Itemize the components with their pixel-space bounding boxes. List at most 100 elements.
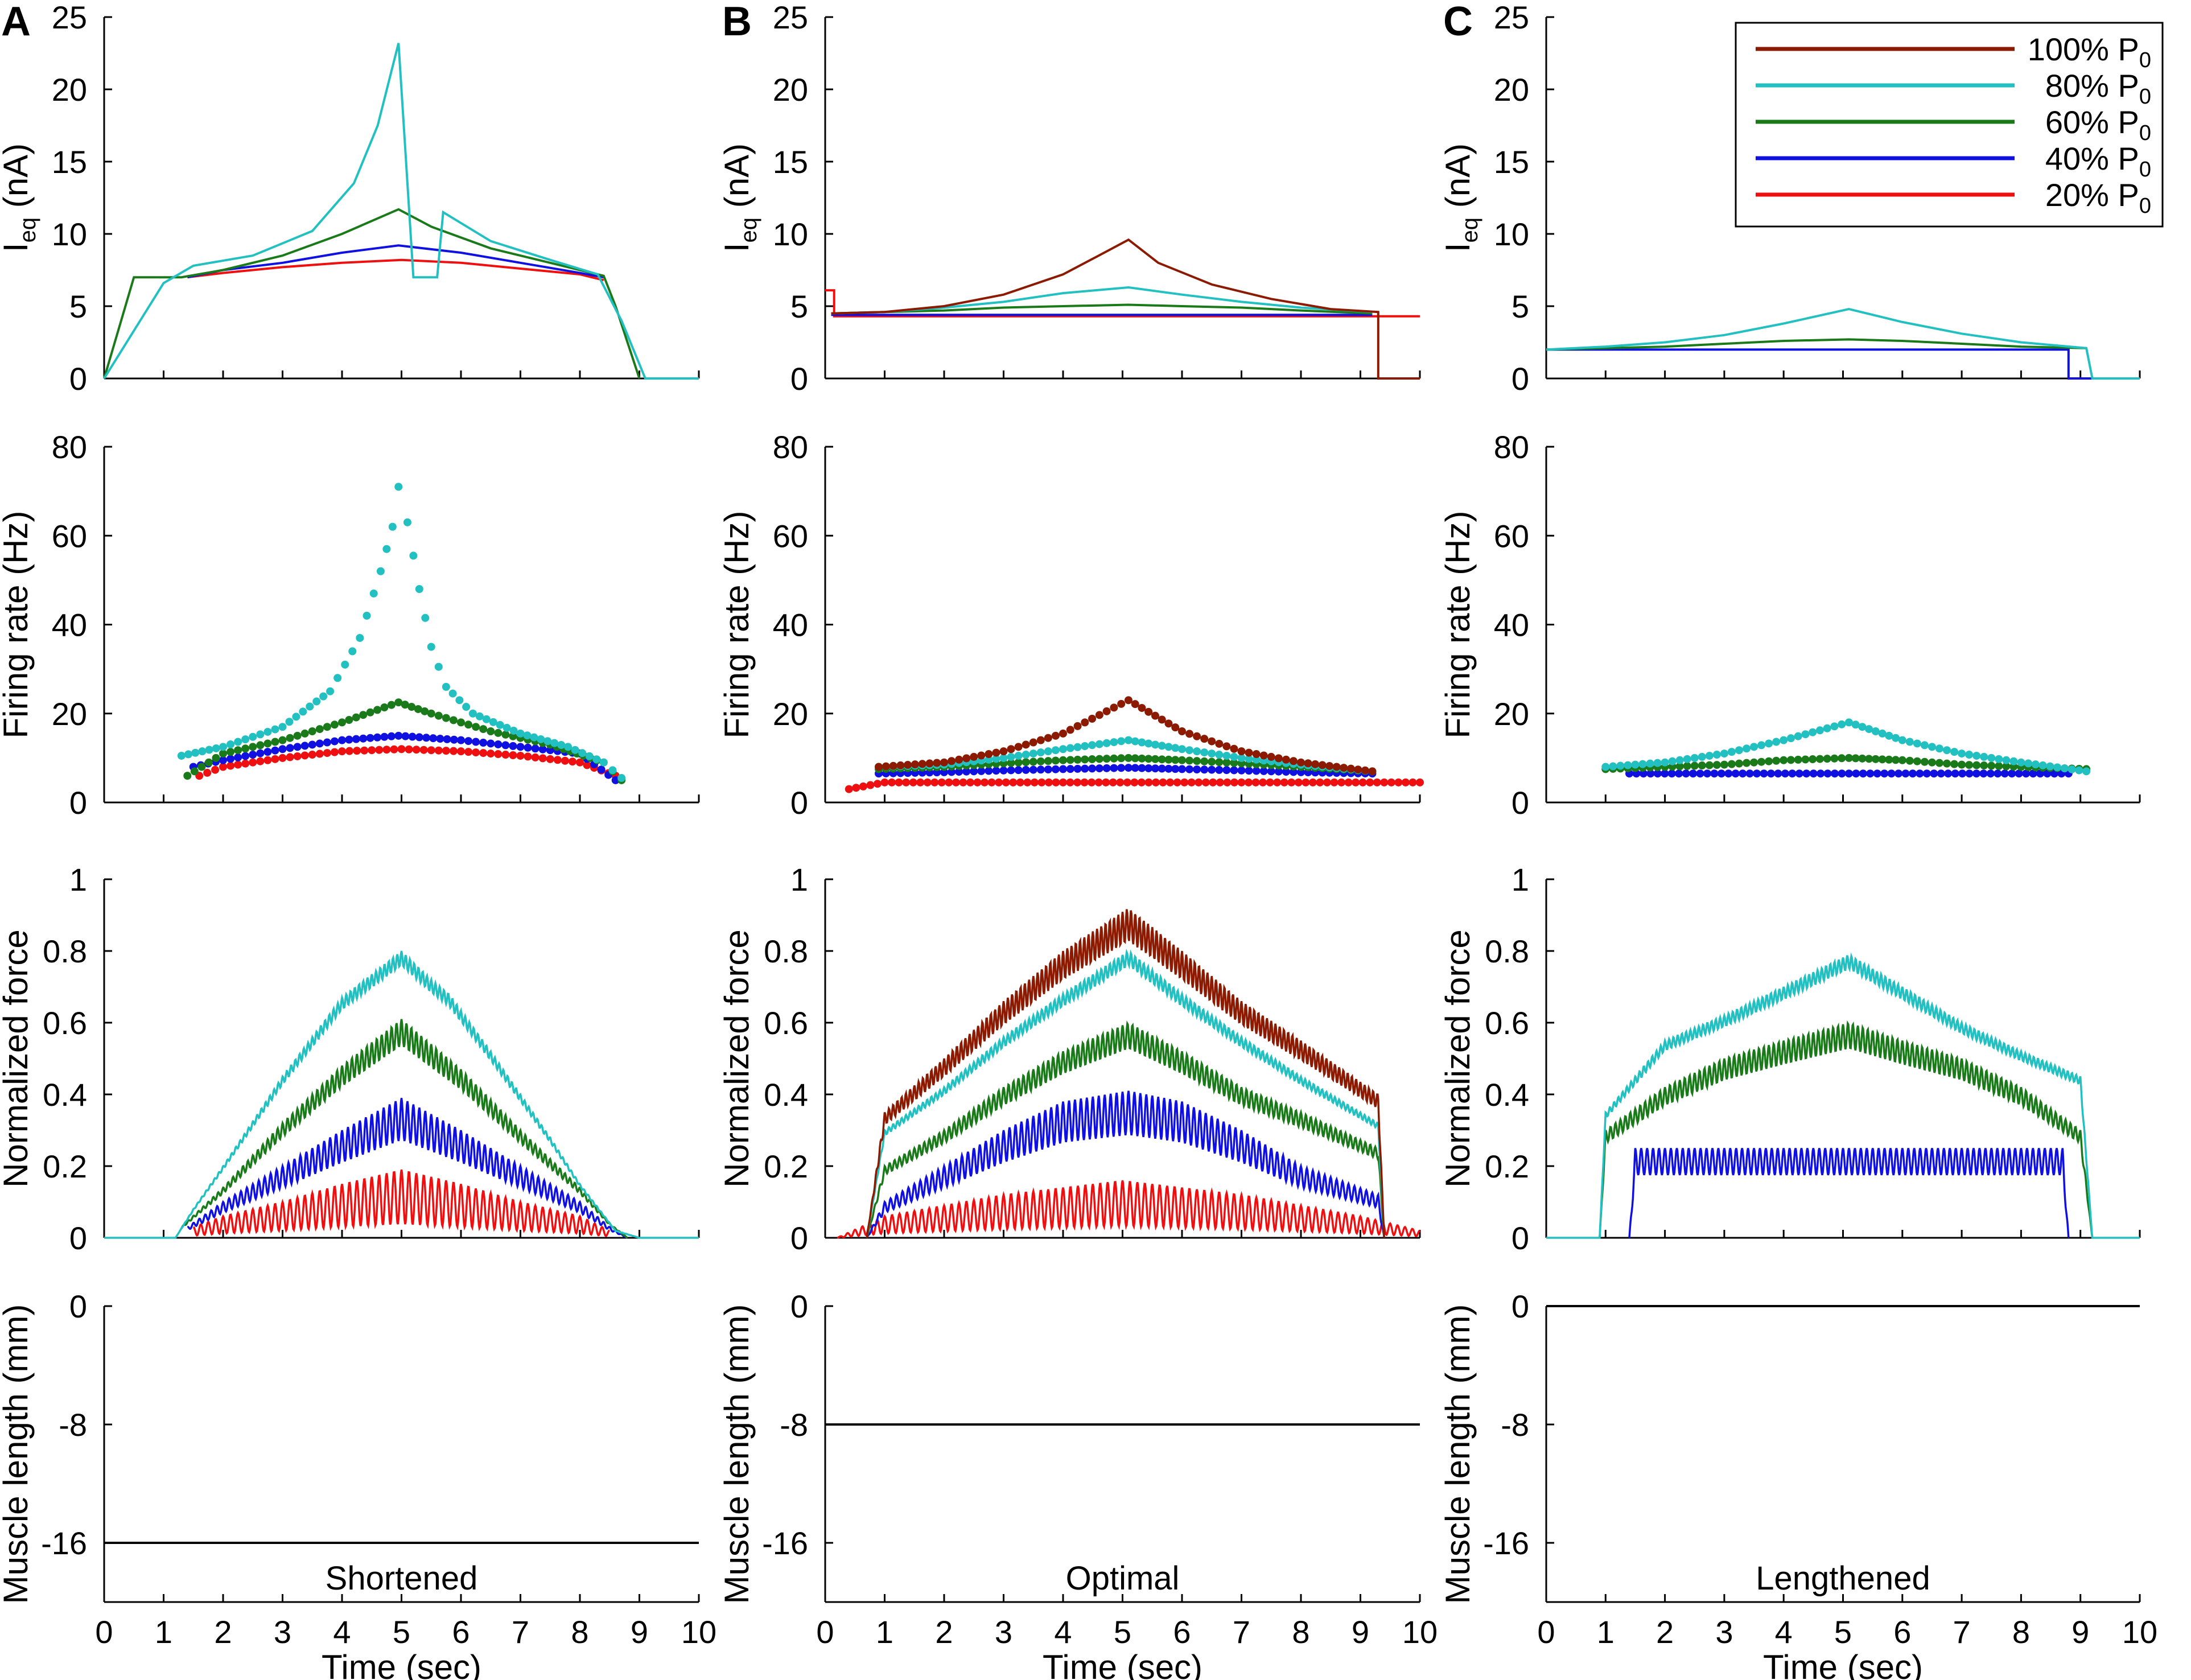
point bbox=[531, 744, 539, 753]
point bbox=[1164, 755, 1173, 764]
point bbox=[427, 643, 435, 651]
point bbox=[1215, 765, 1224, 774]
y-axis-label: Muscle length (mm) bbox=[1439, 1304, 1477, 1604]
point bbox=[509, 742, 517, 750]
point bbox=[382, 746, 391, 754]
point bbox=[962, 754, 971, 763]
series-p80 bbox=[1546, 308, 2140, 380]
series-p40 bbox=[866, 1090, 1386, 1238]
point bbox=[422, 734, 431, 742]
y-tick-label: 0.4 bbox=[43, 1077, 87, 1113]
y-tick-label: 15 bbox=[773, 144, 808, 180]
point bbox=[1095, 711, 1103, 719]
point bbox=[1036, 748, 1045, 757]
point bbox=[315, 725, 324, 734]
point bbox=[1943, 746, 1951, 755]
point bbox=[1066, 765, 1074, 773]
x-tick-label: 5 bbox=[1114, 1614, 1131, 1650]
point bbox=[1646, 759, 1654, 768]
point bbox=[1014, 751, 1023, 760]
series-p40 bbox=[1546, 348, 2093, 380]
point bbox=[888, 778, 896, 787]
point bbox=[1282, 768, 1290, 776]
point bbox=[1871, 727, 1880, 735]
point bbox=[2002, 762, 2011, 771]
y-tick-label: 0 bbox=[1512, 361, 1529, 397]
point bbox=[415, 585, 423, 593]
point bbox=[1928, 758, 1936, 767]
point bbox=[487, 739, 495, 748]
point bbox=[599, 758, 608, 767]
point bbox=[933, 759, 941, 767]
point bbox=[348, 647, 357, 656]
x-tick-label: 2 bbox=[1656, 1614, 1674, 1650]
point bbox=[479, 739, 488, 747]
point bbox=[2000, 769, 2009, 778]
point bbox=[1905, 756, 1914, 765]
point bbox=[464, 720, 473, 729]
point bbox=[177, 751, 186, 760]
point bbox=[1171, 765, 1180, 773]
point bbox=[368, 746, 376, 755]
point bbox=[234, 753, 242, 761]
point bbox=[1007, 752, 1015, 761]
point bbox=[608, 766, 617, 775]
point bbox=[1110, 764, 1118, 772]
point bbox=[571, 746, 579, 754]
point bbox=[1152, 778, 1160, 787]
y-axis-label: Muscle length (mm) bbox=[0, 1304, 35, 1604]
point bbox=[1851, 720, 1860, 729]
point bbox=[356, 633, 364, 642]
point bbox=[1030, 778, 1039, 787]
series-p60 bbox=[103, 208, 641, 379]
point bbox=[524, 752, 532, 761]
series-p20 bbox=[837, 1180, 1420, 1239]
point bbox=[1675, 769, 1683, 778]
point bbox=[516, 743, 525, 751]
point bbox=[394, 731, 403, 740]
point bbox=[1002, 778, 1010, 787]
point bbox=[360, 746, 369, 755]
point bbox=[546, 746, 554, 755]
point bbox=[442, 714, 450, 722]
x-tick-label: 4 bbox=[333, 1614, 351, 1650]
point bbox=[1965, 761, 1974, 769]
point bbox=[326, 687, 335, 695]
plot-fr-col-1: 0 20 40 60 80 Firing rate (Hz) bbox=[718, 429, 1424, 821]
point bbox=[338, 747, 346, 756]
point bbox=[852, 784, 860, 792]
y-tick-label: 0.2 bbox=[764, 1148, 808, 1184]
point bbox=[1171, 723, 1180, 732]
y-axis-label: Ieq (nA) bbox=[1439, 143, 1482, 252]
point bbox=[363, 611, 371, 620]
point bbox=[1408, 778, 1417, 787]
point bbox=[1724, 769, 1733, 778]
point bbox=[184, 750, 193, 759]
point bbox=[1173, 778, 1181, 787]
point bbox=[1007, 759, 1015, 767]
point bbox=[293, 731, 302, 740]
y-tick-label: 10 bbox=[52, 216, 87, 252]
condition-label: Lengthened bbox=[1756, 1560, 1930, 1597]
x-tick-label: 6 bbox=[452, 1614, 470, 1650]
point bbox=[530, 733, 538, 742]
point bbox=[1252, 750, 1261, 759]
point bbox=[873, 780, 882, 788]
point bbox=[472, 738, 480, 746]
point bbox=[1920, 741, 1929, 750]
point bbox=[1297, 758, 1305, 767]
point bbox=[226, 761, 235, 770]
point bbox=[509, 726, 518, 735]
y-tick-label: 20 bbox=[1494, 72, 1529, 108]
point bbox=[1844, 769, 1853, 778]
point bbox=[557, 740, 566, 749]
plot-force-col-0: 0 0.2 0.4 0.6 0.8 1 Normalized force bbox=[0, 862, 700, 1256]
y-tick-label: 40 bbox=[52, 607, 87, 643]
point bbox=[457, 736, 465, 744]
point bbox=[1007, 766, 1015, 775]
point bbox=[414, 705, 422, 713]
point bbox=[1016, 778, 1024, 787]
series-p20 bbox=[187, 258, 604, 282]
point bbox=[1166, 778, 1175, 787]
point bbox=[1354, 765, 1362, 774]
